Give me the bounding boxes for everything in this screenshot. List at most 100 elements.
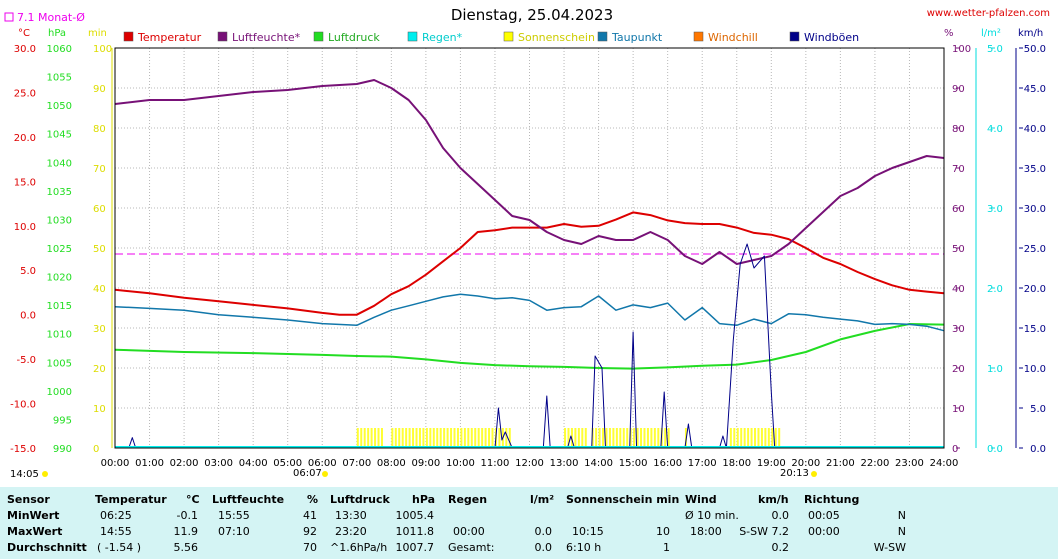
axis-tick-rain: 3.0 [987,204,1003,215]
sunshine-bar [453,428,456,448]
sunshine-bar [626,428,629,448]
axis-tick-hpa: 1045 [47,130,72,141]
sunshine-bar [432,428,435,448]
legend-swatch [789,31,800,42]
axis-tick-hpa: 1010 [47,330,72,341]
axis-tick-min: 30 [93,324,106,335]
stats-table: Sensor Temperatur °C Luftfeuchte % Luftd… [0,487,1058,559]
x-tick-label: 11:00 [481,458,510,469]
sunshine-bar [391,428,394,448]
min-temp-time: 06:25 [100,509,132,522]
x-tick-label: 02:00 [170,458,199,469]
sunset-dot [811,471,817,477]
sunshine-bar [467,428,470,448]
axis-tick-hpa: 1055 [47,73,72,84]
hdr-wind: Wind [685,493,717,506]
x-tick-label: 23:00 [895,458,924,469]
sunshine-bar [602,428,605,448]
axis-tick-min: 70 [93,164,106,175]
unit-hpa: hPa [48,28,66,39]
legend: Temperatur Luftfeuchte* Luftdruck Regen* Son… [123,31,859,44]
axis-tick-temp: 30.0 [14,44,36,55]
axis-tick-wind: 20.0 [1024,284,1046,295]
min-lf-time: 15:55 [218,509,250,522]
max-sonne-time: 10:15 [572,525,604,538]
sunshine-bar [463,428,466,448]
max-wind-time: 18:00 [690,525,722,538]
sunshine-bar [608,428,611,448]
x-tick-label: 18:00 [722,458,751,469]
axis-tick-rain: 5.0 [987,44,1003,55]
time-start: 14:05 [10,469,39,480]
legend-label: Windböen [804,31,859,44]
axis-tick-hpa: 1060 [47,44,72,55]
legend-swatch [123,31,134,42]
sunshine-bar [374,428,377,448]
sunshine-bar [394,428,397,448]
hdr-temp-unit: °C [186,493,200,506]
sunshine-bar [498,428,501,448]
axis-tick-pct: 0 [952,444,958,455]
avg-regen-val: 0.0 [534,541,553,554]
max-regen-val: 0.0 [534,525,553,538]
site-url[interactable]: www.wetter-pfalzen.com [927,8,1050,19]
sunshine-bar [422,428,425,448]
min-dir-val: N [897,509,906,522]
axis-tick-wind: 40.0 [1024,124,1046,135]
x-tick-label: 19:00 [757,458,786,469]
avg-dir-val: W-SW [873,541,906,554]
axis-tick-min: 60 [93,204,106,215]
max-wind-val: S-SW 7.2 [739,525,789,538]
sunshine-bar [653,428,656,448]
axis-tick-min: 20 [93,364,106,375]
sunshine-bar [764,428,767,448]
x-tick-label: 10:00 [446,458,475,469]
sunshine-bar [619,428,622,448]
axis-tick-wind: 30.0 [1024,204,1046,215]
hdr-sensor: Sensor [7,493,50,506]
plot-frame [114,47,945,449]
legend-label: Windchill [708,31,758,44]
axis-tick-hpa: 1015 [47,301,72,312]
axis-tick-hpa: 1000 [47,387,72,398]
x-tick-label: 20:00 [791,458,820,469]
axis-tick-pct: 40 [952,284,965,295]
sunshine-bar [740,428,743,448]
sunshine-bar [657,428,660,448]
axis-tick-min: 80 [93,124,106,135]
unit-pct: % [944,28,954,39]
series-line-taupunkt [114,293,945,332]
hdr-lf-unit: % [307,493,319,506]
sunshine-bar [771,428,774,448]
hdr-richtung: Richtung [804,493,860,506]
sunshine-bar [767,428,770,448]
x-tick-label: 21:00 [826,458,855,469]
series-line-luftfeuchte [114,79,945,265]
sunshine-bar [443,428,446,448]
avg-ld-time: ^1.6hPa/h [330,541,388,554]
sunshine-bar [363,428,366,448]
axis-tick-min: 90 [93,84,106,95]
axis-tick-hpa: 1040 [47,158,72,169]
sunshine-bar [488,428,491,448]
avg-ld-val: 1007.7 [395,541,435,554]
sunshine-bar [605,428,608,448]
axis-tick-wind: 10.0 [1024,364,1046,375]
sunshine-bar [750,428,753,448]
axis-tick-hpa: 990 [53,444,72,455]
sunshine-bar [508,428,511,448]
legend-swatch [693,31,704,42]
x-tick-label: 04:00 [239,458,268,469]
sunshine-bar [636,428,639,448]
sunshine-bar [581,428,584,448]
axis-tick-wind: 35.0 [1024,164,1046,175]
sunshine-bar [757,428,760,448]
x-tick-label: 24:00 [930,458,959,469]
min-wind-val: 0.0 [771,509,790,522]
month-avg-label: 7.1 Monat-Ø [17,11,85,24]
sunshine-bar [377,428,380,448]
legend-swatch [407,31,418,42]
series-line-temperatur [114,211,945,316]
axis-tick-pct: 60 [952,204,965,215]
axis-tick-temp: 0.0 [20,311,36,322]
